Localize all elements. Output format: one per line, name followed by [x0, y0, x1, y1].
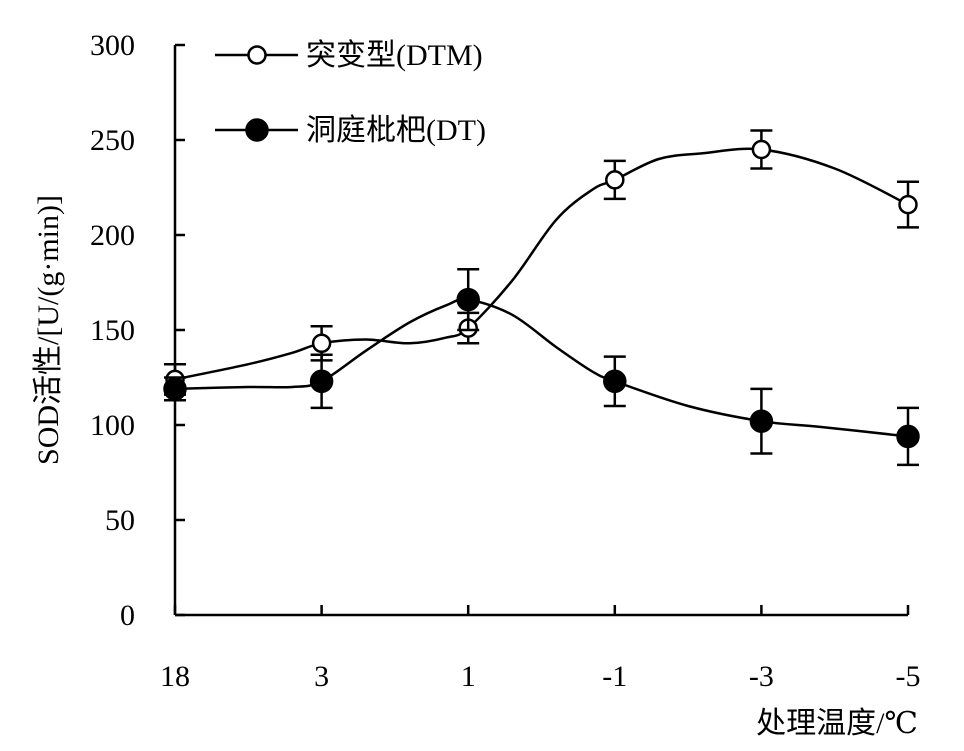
x-tick-label: -5	[896, 660, 921, 693]
x-tick-label: 18	[160, 660, 190, 693]
series-layer	[163, 129, 920, 467]
data-point	[751, 139, 772, 160]
y-tick-label: 100	[90, 409, 135, 442]
axes: 0 50 100 150 200 250 300 18 3 1 -1 -3 -5	[90, 29, 921, 693]
data-point	[898, 194, 918, 215]
y-tick-label: 300	[90, 29, 135, 62]
legend-label: 洞庭枇杷(DT)	[306, 114, 486, 147]
legend-entry-1: 突变型(DTM)	[215, 39, 483, 72]
data-point	[163, 377, 187, 401]
data-point	[311, 333, 332, 354]
x-tick-label: -3	[749, 660, 774, 693]
x-tick-label: -1	[602, 660, 627, 693]
data-point	[896, 424, 920, 449]
series-line	[174, 297, 909, 438]
x-axis-label: 处理温度/℃	[756, 707, 918, 740]
x-tick-label: 1	[461, 660, 476, 693]
x-tick-label: 3	[314, 660, 329, 693]
data-point	[603, 369, 627, 394]
legend-marker	[247, 45, 267, 65]
y-tick-label: 50	[105, 504, 135, 537]
y-tick-label: 150	[90, 314, 135, 347]
data-point	[309, 369, 334, 394]
y-axis-label: SOD活性/[U/(g·min)]	[32, 195, 65, 465]
y-tick-label: 250	[90, 124, 135, 157]
y-tick-label: 0	[120, 599, 135, 632]
data-point	[456, 287, 480, 312]
data-point	[605, 170, 625, 190]
legend-marker	[245, 118, 269, 142]
series-line	[174, 147, 909, 381]
y-tick-label: 200	[90, 219, 135, 252]
series-1	[164, 129, 919, 396]
legend: 突变型(DTM) 洞庭枇杷(DT)	[215, 39, 486, 147]
data-point	[749, 409, 774, 433]
legend-entry-2: 洞庭枇杷(DT)	[215, 114, 486, 147]
series-2	[163, 267, 920, 467]
legend-label: 突变型(DTM)	[306, 39, 483, 72]
